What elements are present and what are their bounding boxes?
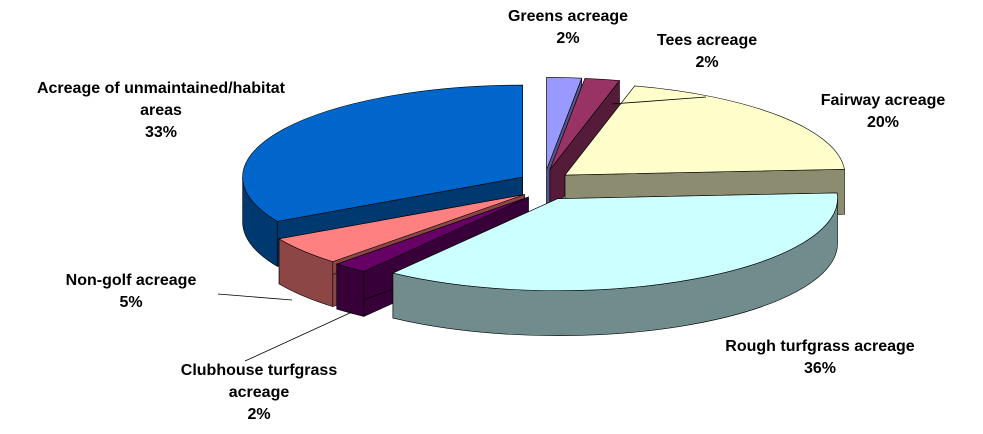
leader-line [244,311,353,362]
value-label: 2% [247,406,271,423]
slice-label: Acreage of unmaintained/habitat areas 33% [21,78,301,144]
slice-label: Fairway acreage 20% [821,90,946,134]
category-name: Rough turfgrass acreage [725,338,915,355]
leader-line [217,293,293,301]
category-name: Clubhouse turfgrass acreage [180,362,338,401]
slice-side [336,263,365,317]
value-label: 5% [119,294,143,311]
category-name: Tees acreage [656,32,758,49]
slice-top [242,84,523,222]
slice-top [335,196,529,272]
value-label: 2% [556,30,580,47]
slice-top [564,85,845,176]
category-name: Fairway acreage [820,92,946,109]
category-name: Acreage of unmaintained/habitat areas [36,80,286,119]
slice-label: Rough turfgrass acreage 36% [725,336,914,380]
value-label: 33% [144,124,178,141]
slice-label: Non-golf acreage 5% [66,270,197,314]
slice-label: Greens acreage 2% [508,6,628,50]
category-name: Greens acreage [507,8,629,25]
slice-top [392,192,838,291]
slice-label: Tees acreage 2% [657,30,757,74]
slice-label: Clubhouse turfgrass acreage 2% [159,360,359,426]
value-label: 36% [803,360,837,377]
value-label: 20% [866,114,900,131]
slice-top [278,194,525,262]
value-label: 2% [695,54,719,71]
leader-line [611,96,707,105]
slice-top [546,77,583,170]
slice-top [549,78,621,170]
category-name: Non-golf acreage [65,272,197,289]
